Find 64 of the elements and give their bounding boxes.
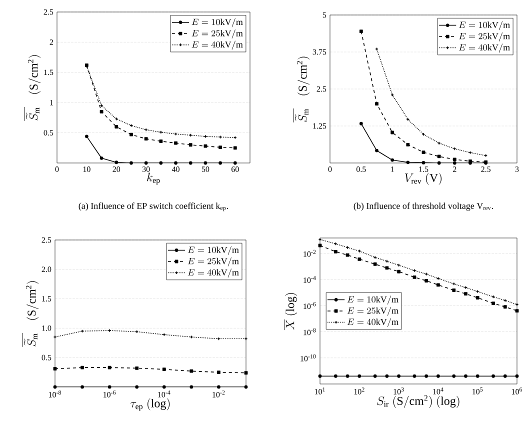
- x-tick-label: 1.5: [419, 166, 428, 172]
- y-tick-label: 3.75: [312, 49, 326, 55]
- x-axis-title: $S_{\mathrm{ir}}\ (\mathrm{S/cm^{2}})\ (\log)$: [377, 395, 460, 408]
- x-tick-label: 10$^{6}$: [512, 388, 522, 394]
- y-tick-label: 0.5: [42, 354, 52, 360]
- y-tick-label: 1: [50, 100, 53, 106]
- x-tick-label: 10$^{3}$: [394, 388, 404, 394]
- legend-label: $E = 25\mathrm{kV/m}$: [192, 29, 243, 38]
- legend-label: $E = 25\mathrm{kV/m}$: [458, 32, 510, 42]
- x-tick-label: 10$^{-6}$: [104, 390, 116, 398]
- x-tick-label: 0: [328, 166, 332, 172]
- y-tick-label: 1.5: [44, 70, 54, 76]
- y-axis-title: $\overline{\widetilde{S}_{\mathrm{m}}}\quad(\mathrm{S/cm^{2}})$: [293, 56, 310, 122]
- x-tick-label: 10$^{-2}$: [212, 390, 225, 398]
- x-tick-label: 60: [232, 166, 239, 172]
- y-tick-label: 2.5: [44, 9, 54, 15]
- legend-label: $E = 40\mathrm{kV/m}$: [458, 44, 510, 53]
- y-tick-label: 2.5: [42, 237, 52, 243]
- y-tick-label: 1.0: [42, 325, 52, 331]
- x-axis-title: $\tau_{\mathrm{ep}}\ (\log)$: [130, 398, 170, 411]
- text: (a) Influence of EP switch coefficient k$_{ep}$.: [78, 202, 228, 212]
- y-tick-label: 1.5: [42, 296, 52, 302]
- x-axis-title: $k_{\mathrm{ep}}$: [147, 172, 160, 185]
- y-tick-label: 10$^{-4}$: [304, 276, 316, 283]
- y-tick-label: 10$^{-6}$: [304, 302, 316, 310]
- x-tick-label: 10$^{4}$: [433, 388, 444, 394]
- x-tick-label: 50: [202, 166, 210, 172]
- x-tick-label: 10$^{-4}$: [158, 390, 170, 398]
- x-tick-label: 30: [142, 166, 150, 172]
- legend-label: $E = 25\mathrm{kV/m}$: [188, 257, 239, 266]
- legend-label: $E = 40\mathrm{kV/m}$: [188, 268, 239, 278]
- x-tick-label: 20: [112, 166, 120, 172]
- legend-label: $E = 40\mathrm{kV/m}$: [192, 40, 243, 50]
- y-tick-label: 0.5: [44, 130, 54, 136]
- y-tick-label: 5: [322, 12, 326, 18]
- x-axis-title: $V_{\mathrm{rev}}\ (\mathrm{V})$: [404, 172, 442, 185]
- x-tick-label: 40: [172, 166, 180, 172]
- x-tick-label: 0.5: [356, 166, 366, 172]
- y-tick-label: 1.25: [313, 123, 326, 129]
- legend-label: $E = 10\mathrm{kV/m}$: [192, 18, 243, 28]
- legend-label: $E = 10\mathrm{kV/m}$: [458, 21, 510, 30]
- x-tick-label: 3: [515, 166, 519, 172]
- y-tick-label: 2.0: [42, 266, 52, 272]
- legend-label: $E = 10\mathrm{kV/m}$: [188, 246, 239, 256]
- y-tick-label: 2.5: [316, 86, 326, 92]
- legend-label: $E = 40\mathrm{kV/m}$: [347, 318, 398, 328]
- x-tick-label: 2.5: [481, 166, 491, 172]
- legend-label: $E = 10\mathrm{kV/m}$: [347, 296, 398, 305]
- y-axis-title: $\overline{\widetilde{S}_{\mathrm{m}}}\quad(\mathrm{S/cm^{2}})$: [24, 55, 41, 121]
- x-tick-label: 2: [453, 166, 456, 172]
- x-tick-label: 10$^{1}$: [314, 388, 325, 394]
- y-tick-label: 10$^{-8}$: [304, 328, 316, 336]
- y-axis-title: $\overline{\widetilde{S}_{\mathrm{m}}}\quad(\mathrm{S/cm^{2}})$: [22, 281, 39, 347]
- y-tick-label: 10$^{-2}$: [304, 250, 316, 257]
- x-tick-label: 10$^{2}$: [354, 388, 364, 394]
- legend-label: $E = 25\mathrm{kV/m}$: [347, 306, 398, 316]
- y-tick-label: 2: [50, 40, 54, 45]
- text: (b) Influence of threshold voltage V$_{rev}$.: [354, 202, 493, 211]
- y-axis-title: $\overline{X}\ (\log)$: [284, 293, 298, 330]
- x-tick-label: 10$^{5}$: [472, 388, 483, 394]
- x-tick-label: 1: [391, 166, 394, 172]
- y-tick-label: 10$^{-10}$: [300, 354, 316, 362]
- x-tick-label: 10: [83, 166, 90, 172]
- x-tick-label: 0: [55, 166, 59, 172]
